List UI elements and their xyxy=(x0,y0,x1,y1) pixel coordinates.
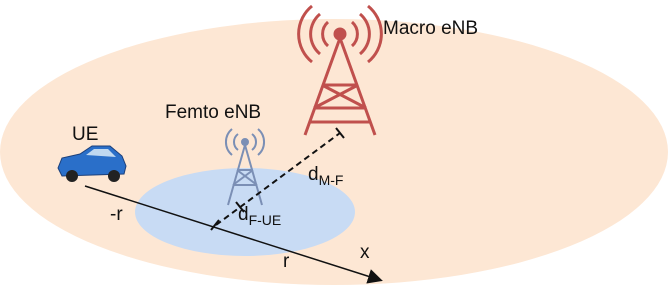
macro-label: Macro eNB xyxy=(383,18,478,39)
subscript: F-UE xyxy=(249,212,282,228)
x-label: x xyxy=(360,242,370,263)
subscript: M-F xyxy=(319,172,344,188)
d: d xyxy=(238,204,249,225)
r-label: r xyxy=(283,251,290,272)
d: d xyxy=(308,164,319,185)
ue-label: UE xyxy=(72,124,98,145)
diagram: Macro eNB Femto eNB UE dM-F dF-UE -r r x xyxy=(0,0,668,291)
neg-r-label: -r xyxy=(110,204,123,225)
femto-label: Femto eNB xyxy=(165,102,261,123)
